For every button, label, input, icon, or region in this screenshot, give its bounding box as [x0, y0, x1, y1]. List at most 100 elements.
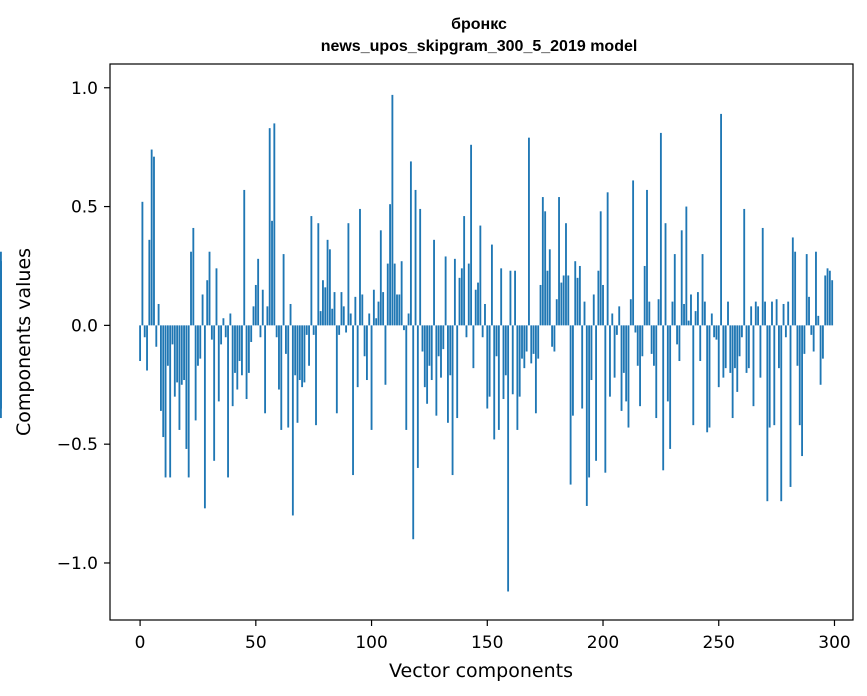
bar-206 — [615, 325, 618, 335]
bar-212 — [629, 299, 632, 326]
bar-115 — [405, 325, 408, 430]
bar-179 — [553, 325, 556, 352]
bar-229 — [669, 325, 672, 449]
bar-214 — [634, 325, 637, 333]
bar-17 — [178, 325, 181, 430]
bar-152 — [490, 244, 493, 326]
bar-224 — [657, 299, 660, 326]
bar-113 — [400, 261, 403, 326]
bar-51 — [257, 258, 260, 326]
bar-56 — [268, 128, 271, 326]
bar-94 — [356, 325, 359, 388]
bar-101 — [372, 289, 375, 326]
bar-34 — [217, 325, 220, 402]
chart-subtitle: news_upos_skipgram_300_5_2019 model — [321, 38, 638, 55]
bar-117 — [409, 161, 412, 326]
bar-32 — [213, 325, 216, 461]
bar-247 — [710, 313, 713, 326]
bar-8 — [157, 303, 160, 326]
y-tick-label: 0.0 — [71, 316, 98, 336]
bar-35 — [220, 325, 223, 345]
bar-286 — [801, 325, 803, 457]
bar-201 — [604, 325, 607, 473]
bar-7 — [155, 325, 158, 347]
bar-3 — [146, 325, 148, 371]
bar-213 — [632, 180, 635, 326]
bar-70 — [301, 325, 304, 388]
bar-163 — [516, 325, 519, 430]
bar-257 — [734, 325, 736, 369]
bar-182 — [560, 282, 563, 326]
bar-75 — [312, 325, 315, 335]
y-tick-label: −1.0 — [57, 554, 98, 574]
bar-275 — [775, 299, 778, 326]
bar-124 — [426, 325, 429, 404]
bar-227 — [664, 223, 667, 326]
y-tick-label: 0.5 — [71, 198, 98, 218]
y-axis-label: Components values — [13, 248, 35, 436]
bar-37 — [224, 325, 227, 338]
bar-61 — [280, 325, 283, 430]
bar-15 — [173, 325, 176, 397]
bar-60 — [278, 325, 280, 390]
bar-116 — [407, 313, 410, 326]
bar-141 — [465, 325, 468, 338]
bar-194 — [588, 325, 591, 478]
bar-12 — [166, 325, 169, 366]
bar-205 — [613, 325, 616, 378]
bar-241 — [696, 292, 699, 326]
bar-107 — [386, 263, 389, 326]
bar-195 — [590, 325, 593, 381]
bar-188 — [574, 261, 577, 326]
bar-255 — [729, 325, 732, 373]
bar-112 — [398, 294, 401, 326]
bar-92 — [352, 325, 354, 476]
bar-2 — [143, 325, 146, 338]
bar-59 — [275, 325, 278, 338]
bar-192 — [583, 301, 586, 326]
bar-38 — [227, 325, 229, 478]
plot-frame — [109, 63, 854, 621]
bar-69 — [298, 325, 301, 381]
bar-268 — [759, 325, 762, 378]
bar-276 — [778, 325, 780, 369]
bar-262 — [745, 325, 748, 373]
bar-155 — [497, 325, 500, 430]
bar-245 — [706, 325, 709, 433]
bar-251 — [720, 113, 722, 326]
bar-67 — [294, 325, 297, 376]
bar-90 — [347, 223, 350, 326]
bar-271 — [766, 325, 769, 502]
bar-238 — [690, 294, 692, 326]
bar-218 — [643, 265, 646, 326]
bar-183 — [562, 275, 565, 326]
bar-173 — [539, 284, 542, 326]
bar-259 — [738, 325, 741, 357]
bar-46 — [245, 325, 248, 400]
x-tick-label: 50 — [245, 633, 267, 653]
bar-277 — [780, 325, 783, 502]
bar-215 — [636, 325, 639, 366]
chart-title: бронкс — [451, 16, 507, 33]
bar-232 — [676, 325, 679, 345]
bar-184 — [565, 223, 567, 326]
bar-45 — [243, 189, 246, 326]
bar-25 — [197, 325, 199, 366]
bar-157 — [502, 325, 505, 400]
bar-279 — [784, 325, 787, 338]
bar-244 — [703, 301, 706, 326]
bar-193 — [585, 325, 588, 506]
bar-196 — [592, 294, 595, 326]
bar-292 — [815, 251, 817, 326]
bar-298 — [828, 270, 831, 326]
bar-230 — [671, 301, 674, 326]
bar-47 — [247, 325, 250, 373]
bar-144 — [472, 325, 475, 369]
bar-170 — [532, 325, 535, 354]
bar-63 — [284, 325, 287, 354]
bar-11 — [164, 325, 167, 478]
bar-190 — [578, 265, 581, 326]
bar-31 — [210, 325, 213, 340]
bar-210 — [625, 325, 628, 402]
bar-153 — [493, 325, 496, 440]
